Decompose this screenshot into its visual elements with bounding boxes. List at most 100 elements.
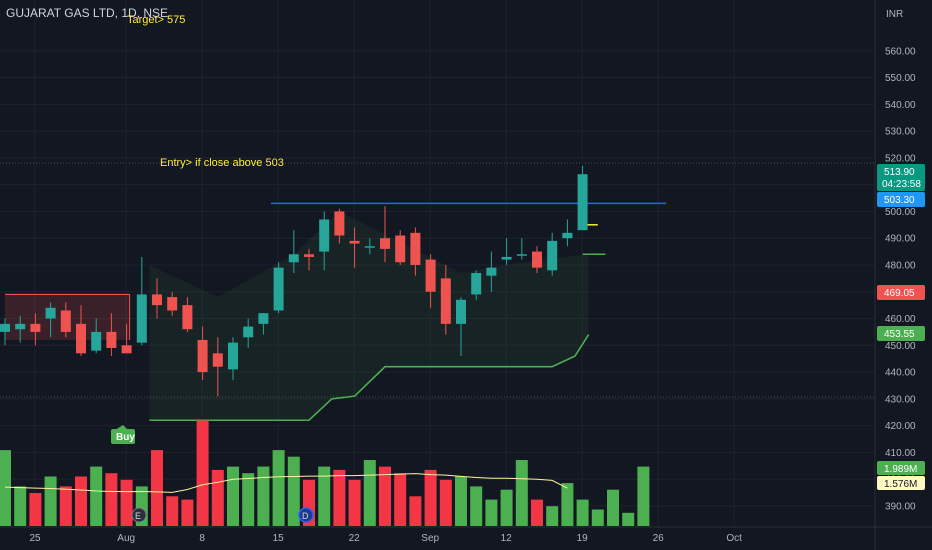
dividend-marker[interactable]: D (298, 507, 314, 523)
candle-body (410, 232, 421, 265)
green-level-badge (877, 326, 925, 341)
symbol-title[interactable]: GUJARAT GAS LTD, 1D, NSE (6, 6, 168, 20)
volume-bar (637, 466, 650, 526)
volume-ma-badge (877, 476, 925, 490)
volume-bar (333, 469, 346, 526)
candle (76, 305, 86, 356)
candle (410, 227, 421, 276)
price-tick-label: 530.00 (885, 127, 916, 138)
earnings-marker[interactable]: E (131, 507, 147, 523)
candle (516, 238, 527, 260)
candle (258, 313, 269, 335)
candle (304, 248, 314, 271)
candle-body (577, 174, 588, 231)
entry-annotation: Entry> if close above 503 (160, 157, 284, 169)
time-tick-label: 26 (653, 533, 665, 544)
candle-body (516, 254, 527, 256)
candle (456, 297, 466, 356)
volume-bar (29, 493, 42, 526)
candle (60, 302, 71, 338)
price-tick-label: 430.00 (885, 394, 916, 405)
price-tick-label: 480.00 (885, 260, 916, 271)
price-tick-label: 500.00 (885, 207, 916, 218)
candle (486, 251, 497, 292)
volume-bar (196, 420, 209, 526)
candle-body (0, 323, 10, 332)
entry-level-text: 503.30 (884, 195, 915, 206)
time-axis[interactable]: 25 Aug 8 15 22 Sep 12 19 26 Oct (0, 526, 932, 544)
candle-body (395, 235, 406, 263)
time-tick-label: 25 (29, 533, 41, 544)
candle-body (243, 326, 254, 338)
candle-body (167, 297, 178, 311)
candle (319, 211, 330, 271)
target-annotation: Target> 575 (127, 14, 185, 26)
candle (440, 264, 451, 335)
volume-bar (120, 479, 133, 526)
candle-body (273, 267, 284, 311)
green-level-text: 453.55 (884, 329, 915, 340)
volume-bar (622, 512, 635, 526)
candle (577, 165, 588, 231)
volume-bar (394, 473, 407, 526)
support-channel-fill (149, 211, 589, 421)
candle (501, 238, 512, 265)
time-tick-label: Aug (117, 533, 135, 544)
candle-body (486, 267, 497, 276)
candle-body (547, 240, 558, 271)
volume-bar (409, 496, 422, 526)
candle (228, 337, 238, 381)
candle-body (471, 273, 482, 295)
candle (136, 256, 147, 346)
candle-body (258, 313, 269, 324)
time-tick-label: 15 (273, 533, 285, 544)
candle-body (182, 305, 193, 330)
buy-marker: Buy (111, 425, 135, 444)
candle-body (288, 254, 299, 263)
price-tick-label: 460.00 (885, 314, 916, 325)
candle (152, 278, 162, 319)
countdown-text: 04:23:58 (882, 179, 921, 190)
volume-bar (287, 456, 300, 526)
candle (15, 315, 26, 343)
volume-bar (227, 466, 239, 526)
volume-bar (44, 476, 57, 526)
volume-bar (348, 479, 361, 526)
candle (91, 318, 102, 354)
candle-body (212, 353, 223, 367)
candle-body (30, 323, 41, 332)
volume-bar (546, 506, 559, 526)
volume-text: 1.989M (884, 464, 917, 475)
candle (288, 230, 299, 273)
candle-body (45, 307, 56, 319)
candle-body (501, 256, 512, 260)
last-price-text: 513.90 (884, 167, 915, 178)
candle-body (121, 345, 132, 354)
volume-bar (515, 460, 528, 526)
volume-bar (379, 466, 391, 526)
volume-ma-line (4, 473, 568, 493)
volume-bar (59, 486, 72, 526)
candle (243, 318, 254, 348)
candle (547, 232, 558, 276)
candle-body (562, 232, 573, 239)
price-tick-label: 420.00 (885, 421, 916, 432)
candle-body (349, 240, 360, 244)
volume-bar (75, 476, 87, 526)
volume-bar (318, 466, 331, 526)
candle (395, 230, 406, 265)
candle-body (15, 323, 26, 330)
volume-bar (485, 499, 498, 526)
candle (562, 219, 573, 247)
entry-level-badge (877, 192, 925, 207)
candle-body (106, 331, 117, 348)
volume-bar (0, 450, 11, 526)
volume-bar (561, 483, 574, 526)
candle (364, 238, 375, 255)
red-level-text: 469.05 (884, 288, 915, 299)
candle-body (456, 299, 466, 324)
candle-body (532, 251, 542, 268)
volume-badge (877, 461, 925, 475)
volume-ma-text: 1.576M (884, 479, 917, 490)
